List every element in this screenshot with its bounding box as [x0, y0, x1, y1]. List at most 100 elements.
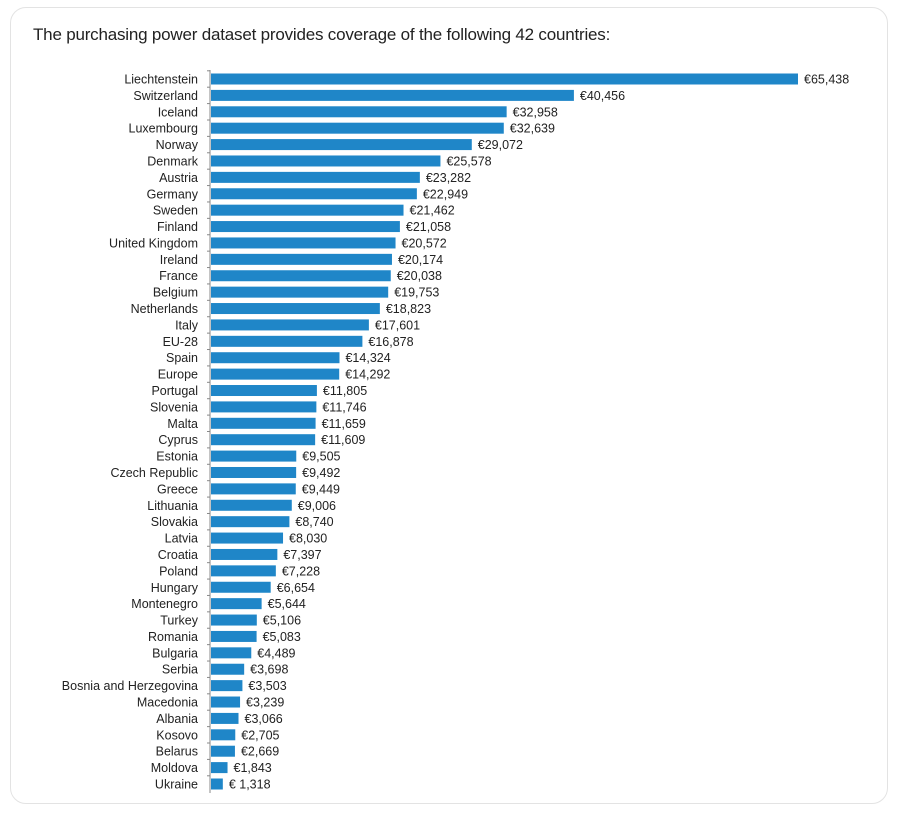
category-label: Italy	[175, 318, 199, 332]
category-label: Austria	[159, 171, 198, 185]
category-label: Slovenia	[150, 400, 198, 414]
category-label: Germany	[147, 187, 199, 201]
data-label: €32,958	[513, 105, 558, 119]
chart-card: The purchasing power dataset provides co…	[10, 7, 888, 804]
data-label: €16,878	[368, 335, 413, 349]
bar	[211, 155, 441, 167]
data-label: €3,239	[246, 696, 284, 710]
chart-title: The purchasing power dataset provides co…	[33, 25, 611, 44]
data-label: €11,609	[321, 433, 365, 447]
bar	[211, 712, 239, 724]
data-label: €32,639	[510, 122, 555, 136]
bar	[211, 253, 392, 265]
category-label: Luxembourg	[129, 122, 199, 136]
category-label: Belarus	[156, 745, 198, 759]
bar	[211, 368, 340, 380]
bar	[211, 548, 278, 560]
category-label: Portugal	[151, 384, 198, 398]
category-label: Albania	[156, 712, 198, 726]
data-label: €2,705	[241, 728, 279, 742]
bar	[211, 106, 507, 118]
data-label: €3,698	[250, 663, 288, 677]
bar	[211, 352, 340, 364]
category-label: Latvia	[165, 532, 198, 546]
bar	[211, 89, 574, 101]
bar	[211, 532, 284, 544]
category-label: Finland	[157, 220, 198, 234]
data-label: €20,174	[398, 253, 443, 267]
bar	[211, 122, 504, 134]
bar	[211, 630, 257, 642]
data-label: €7,397	[283, 548, 321, 562]
bar	[211, 270, 391, 282]
category-label: Serbia	[162, 663, 198, 677]
data-label: €2,669	[241, 745, 279, 759]
category-label: Ireland	[160, 253, 198, 267]
data-label: €3,503	[248, 679, 286, 693]
bar	[211, 286, 389, 298]
data-label: €23,282	[426, 171, 471, 185]
bar	[211, 385, 317, 397]
data-label: €20,572	[402, 236, 447, 250]
bar	[211, 483, 296, 495]
data-label: €6,654	[277, 581, 315, 595]
data-label: €9,492	[302, 466, 340, 480]
data-label: €11,805	[323, 384, 367, 398]
category-label: United Kingdom	[109, 236, 198, 250]
bar	[211, 598, 262, 610]
category-label: Greece	[157, 482, 198, 496]
bar	[211, 417, 316, 429]
bar	[211, 729, 236, 741]
data-label: €8,030	[289, 532, 327, 546]
category-label: Malta	[167, 417, 198, 431]
bar	[211, 778, 223, 790]
bar	[211, 614, 257, 626]
category-label: Romania	[148, 630, 198, 644]
bar	[211, 516, 290, 528]
category-label: Norway	[156, 138, 199, 152]
data-label: €17,601	[375, 318, 420, 332]
category-label: Bosnia and Herzegovina	[62, 679, 198, 693]
data-label: €11,746	[322, 400, 366, 414]
data-label: €19,753	[394, 286, 439, 300]
category-label: Bulgaria	[152, 646, 198, 660]
data-label: €20,038	[397, 269, 442, 283]
data-label: €7,228	[282, 564, 320, 578]
bar	[211, 139, 472, 151]
data-label: €40,456	[580, 89, 625, 103]
category-label: Turkey	[160, 614, 198, 628]
bar	[211, 499, 292, 511]
category-label: EU-28	[163, 335, 198, 349]
bar	[211, 647, 252, 659]
category-label: Ukraine	[155, 778, 198, 792]
category-label: Macedonia	[137, 696, 198, 710]
category-label: Lithuania	[147, 499, 198, 513]
category-label: Estonia	[156, 450, 198, 464]
category-label: Netherlands	[131, 302, 198, 316]
category-label: Europe	[158, 368, 198, 382]
bar	[211, 450, 297, 462]
data-label: €21,462	[410, 204, 455, 218]
data-label: €18,823	[386, 302, 431, 316]
bar	[211, 237, 396, 249]
bar	[211, 319, 369, 331]
bar	[211, 680, 243, 692]
bar	[211, 745, 235, 757]
category-label: Liechtenstein	[124, 73, 198, 87]
category-label: Iceland	[158, 105, 198, 119]
bar	[211, 401, 317, 413]
data-label: €65,438	[804, 73, 849, 87]
category-label: Croatia	[158, 548, 198, 562]
data-label: €1,843	[234, 761, 272, 775]
bar	[211, 303, 380, 315]
category-label: Spain	[166, 351, 198, 365]
category-label: Switzerland	[133, 89, 198, 103]
data-label: €5,083	[263, 630, 301, 644]
bar	[211, 204, 404, 216]
bar	[211, 221, 400, 233]
data-label: € 1,318	[229, 778, 271, 792]
category-label: France	[159, 269, 198, 283]
bar	[211, 696, 241, 708]
data-label: €4,489	[257, 646, 295, 660]
